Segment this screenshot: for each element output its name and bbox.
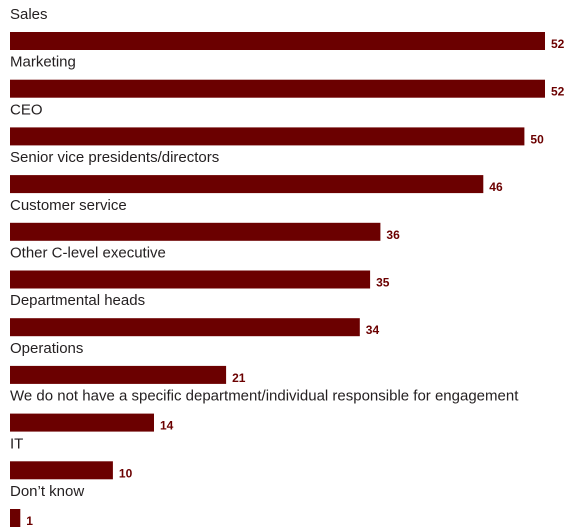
bar bbox=[10, 270, 371, 289]
value-label: 34 bbox=[366, 323, 380, 337]
category-label: Operations bbox=[10, 340, 83, 357]
bar bbox=[10, 413, 154, 432]
category-label: Other C-level executive bbox=[10, 245, 166, 262]
value-label: 14 bbox=[160, 419, 174, 433]
bar bbox=[10, 222, 381, 241]
category-label: IT bbox=[10, 435, 23, 452]
value-label: 52 bbox=[551, 37, 565, 51]
bar bbox=[10, 461, 113, 480]
category-label: Departmental heads bbox=[10, 292, 145, 309]
value-label: 1 bbox=[26, 514, 33, 528]
value-label: 50 bbox=[530, 132, 544, 146]
value-label: 36 bbox=[386, 228, 400, 242]
category-label: Customer service bbox=[10, 197, 127, 214]
value-label: 21 bbox=[232, 371, 246, 385]
bar bbox=[10, 127, 525, 146]
category-label: Senior vice presidents/directors bbox=[10, 149, 219, 166]
bar bbox=[10, 365, 227, 384]
bar bbox=[10, 32, 545, 50]
category-label: We do not have a specific department/ind… bbox=[10, 388, 519, 405]
value-label: 10 bbox=[119, 466, 133, 480]
category-label: Don’t know bbox=[10, 483, 84, 500]
bar bbox=[10, 79, 545, 98]
bar bbox=[10, 509, 21, 527]
category-label: CEO bbox=[10, 101, 43, 118]
category-label: Marketing bbox=[10, 54, 76, 71]
value-label: 46 bbox=[489, 180, 503, 194]
bar bbox=[10, 318, 360, 337]
value-label: 52 bbox=[551, 85, 565, 99]
category-label: Sales bbox=[10, 6, 48, 23]
bar bbox=[10, 175, 484, 194]
value-label: 35 bbox=[376, 276, 390, 290]
